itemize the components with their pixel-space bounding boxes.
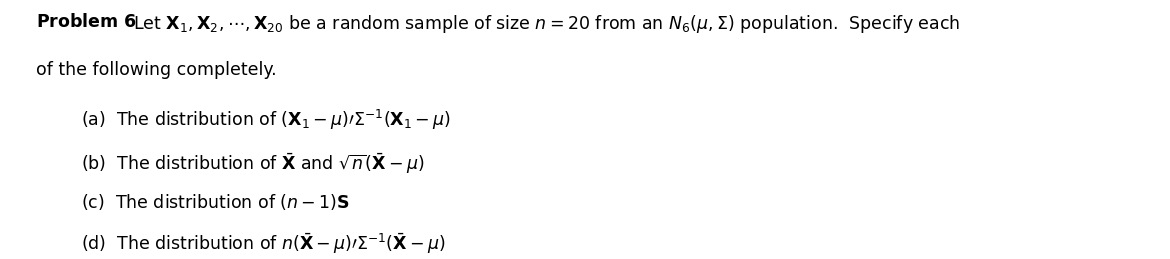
Text: (c)  The distribution of $(n - 1)\mathbf{S}$: (c) The distribution of $(n - 1)\mathbf{… <box>82 191 350 212</box>
Text: (d)  The distribution of $n(\bar{\mathbf{X}} - \mu)\prime\Sigma^{-1}(\bar{\mathb: (d) The distribution of $n(\bar{\mathbf{… <box>82 232 446 256</box>
Text: Let $\mathbf{X}_1, \mathbf{X}_2, \cdots, \mathbf{X}_{20}$ be a random sample of : Let $\mathbf{X}_1, \mathbf{X}_2, \cdots,… <box>132 13 959 35</box>
Text: (a)  The distribution of $(\mathbf{X}_1 - \mu)\prime\Sigma^{-1}(\mathbf{X}_1 - \: (a) The distribution of $(\mathbf{X}_1 -… <box>82 108 452 132</box>
Text: of the following completely.: of the following completely. <box>35 61 276 79</box>
Text: $\mathbf{Problem\ 6}$: $\mathbf{Problem\ 6}$ <box>35 13 136 31</box>
Text: (b)  The distribution of $\bar{\mathbf{X}}$ and $\sqrt{n}(\bar{\mathbf{X}} - \mu: (b) The distribution of $\bar{\mathbf{X}… <box>82 151 425 176</box>
